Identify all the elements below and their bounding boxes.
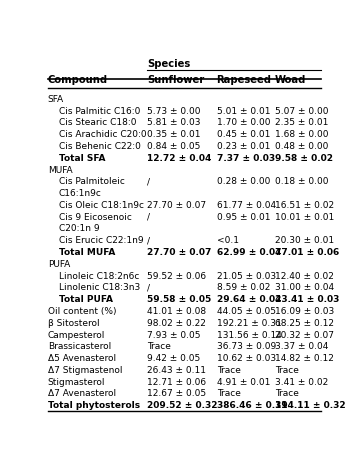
Text: Δ7 Avenasterol: Δ7 Avenasterol <box>48 389 116 398</box>
Text: Total phytosterols: Total phytosterols <box>48 401 140 410</box>
Text: 68.25 ± 0.12: 68.25 ± 0.12 <box>275 319 334 328</box>
Text: C16:1n9c: C16:1n9c <box>59 189 102 198</box>
Text: Linolenic C18:3n3: Linolenic C18:3n3 <box>59 283 140 292</box>
Text: 5.01 ± 0.01: 5.01 ± 0.01 <box>217 107 270 116</box>
Text: 26.43 ± 0.11: 26.43 ± 0.11 <box>147 366 206 375</box>
Text: 0.18 ± 0.00: 0.18 ± 0.00 <box>275 177 329 186</box>
Text: 29.64 ± 0.02: 29.64 ± 0.02 <box>217 295 281 304</box>
Text: 12.72 ± 0.04: 12.72 ± 0.04 <box>147 154 211 163</box>
Text: 41.01 ± 0.08: 41.01 ± 0.08 <box>147 307 206 316</box>
Text: 61.77 ± 0.04: 61.77 ± 0.04 <box>217 201 276 210</box>
Text: 12.67 ± 0.05: 12.67 ± 0.05 <box>147 389 206 398</box>
Text: 21.05 ± 0.03: 21.05 ± 0.03 <box>217 271 276 281</box>
Text: Trace: Trace <box>275 389 299 398</box>
Text: 5.73 ± 0.00: 5.73 ± 0.00 <box>147 107 200 116</box>
Text: 209.52 ± 0.32: 209.52 ± 0.32 <box>147 401 217 410</box>
Text: Linoleic C18:2n6c: Linoleic C18:2n6c <box>59 271 139 281</box>
Text: 59.58 ± 0.05: 59.58 ± 0.05 <box>147 295 211 304</box>
Text: 20.32 ± 0.07: 20.32 ± 0.07 <box>275 330 334 339</box>
Text: 1.68 ± 0.00: 1.68 ± 0.00 <box>275 130 329 139</box>
Text: 9.58 ± 0.02: 9.58 ± 0.02 <box>275 154 333 163</box>
Text: 0.48 ± 0.00: 0.48 ± 0.00 <box>275 142 329 151</box>
Text: Trace: Trace <box>217 389 240 398</box>
Text: Stigmasterol: Stigmasterol <box>48 378 105 387</box>
Text: 12.71 ± 0.06: 12.71 ± 0.06 <box>147 378 206 387</box>
Text: Species: Species <box>147 59 190 69</box>
Text: 0.84 ± 0.05: 0.84 ± 0.05 <box>147 142 200 151</box>
Text: 59.52 ± 0.06: 59.52 ± 0.06 <box>147 271 206 281</box>
Text: Oil content (%): Oil content (%) <box>48 307 116 316</box>
Text: 4.91 ± 0.01: 4.91 ± 0.01 <box>217 378 270 387</box>
Text: Total PUFA: Total PUFA <box>59 295 113 304</box>
Text: MUFA: MUFA <box>48 166 72 175</box>
Text: 386.46 ± 0.39: 386.46 ± 0.39 <box>217 401 287 410</box>
Text: 47.01 ± 0.06: 47.01 ± 0.06 <box>275 248 339 257</box>
Text: /: / <box>147 212 150 222</box>
Text: 14.82 ± 0.12: 14.82 ± 0.12 <box>275 354 334 363</box>
Text: Compound: Compound <box>48 75 108 85</box>
Text: Trace: Trace <box>217 366 240 375</box>
Text: 1.70 ± 0.00: 1.70 ± 0.00 <box>217 118 270 127</box>
Text: 114.11 ± 0.32: 114.11 ± 0.32 <box>275 401 346 410</box>
Text: 36.73 ± 0.09: 36.73 ± 0.09 <box>217 342 276 351</box>
Text: /: / <box>147 283 150 292</box>
Text: Δ7 Stigmastenol: Δ7 Stigmastenol <box>48 366 122 375</box>
Text: Cis Oleic C18:1n9c: Cis Oleic C18:1n9c <box>59 201 144 210</box>
Text: 98.02 ± 0.22: 98.02 ± 0.22 <box>147 319 206 328</box>
Text: Sunflower: Sunflower <box>147 75 204 85</box>
Text: 192.21 ± 0.31: 192.21 ± 0.31 <box>217 319 281 328</box>
Text: 12.40 ± 0.02: 12.40 ± 0.02 <box>275 271 334 281</box>
Text: 31.00 ± 0.04: 31.00 ± 0.04 <box>275 283 334 292</box>
Text: 0.23 ± 0.01: 0.23 ± 0.01 <box>217 142 270 151</box>
Text: 0.28 ± 0.00: 0.28 ± 0.00 <box>217 177 270 186</box>
Text: Cis Palmitic C16:0: Cis Palmitic C16:0 <box>59 107 140 116</box>
Text: β Sitosterol: β Sitosterol <box>48 319 99 328</box>
Text: 0.45 ± 0.01: 0.45 ± 0.01 <box>217 130 270 139</box>
Text: 16.51 ± 0.02: 16.51 ± 0.02 <box>275 201 334 210</box>
Text: /: / <box>147 177 150 186</box>
Text: Total SFA: Total SFA <box>59 154 105 163</box>
Text: Cis 9 Eicosenoic: Cis 9 Eicosenoic <box>59 212 132 222</box>
Text: Brassicasterol: Brassicasterol <box>48 342 111 351</box>
Text: 7.37 ± 0.03: 7.37 ± 0.03 <box>217 154 275 163</box>
Text: 10.62 ± 0.03: 10.62 ± 0.03 <box>217 354 276 363</box>
Text: 5.81 ± 0.03: 5.81 ± 0.03 <box>147 118 200 127</box>
Text: 2.35 ± 0.01: 2.35 ± 0.01 <box>275 118 329 127</box>
Text: Trace: Trace <box>147 342 171 351</box>
Text: 3.37 ± 0.04: 3.37 ± 0.04 <box>275 342 329 351</box>
Text: SFA: SFA <box>48 95 64 104</box>
Text: Woad: Woad <box>275 75 307 85</box>
Text: C20:1n 9: C20:1n 9 <box>59 225 100 234</box>
Text: Campesterol: Campesterol <box>48 330 105 339</box>
Text: Δ5 Avenasterol: Δ5 Avenasterol <box>48 354 116 363</box>
Text: 131.56 ± 0.14: 131.56 ± 0.14 <box>217 330 282 339</box>
Text: 0.35 ± 0.01: 0.35 ± 0.01 <box>147 130 200 139</box>
Text: Cis Behenic C22:0: Cis Behenic C22:0 <box>59 142 141 151</box>
Text: Total MUFA: Total MUFA <box>59 248 115 257</box>
Text: 7.93 ± 0.05: 7.93 ± 0.05 <box>147 330 200 339</box>
Text: 10.01 ± 0.01: 10.01 ± 0.01 <box>275 212 334 222</box>
Text: 62.99 ± 0.07: 62.99 ± 0.07 <box>217 248 281 257</box>
Text: PUFA: PUFA <box>48 260 70 269</box>
Text: 3.41 ± 0.02: 3.41 ± 0.02 <box>275 378 328 387</box>
Text: 16.09 ± 0.03: 16.09 ± 0.03 <box>275 307 334 316</box>
Text: Cis Arachidic C20:0: Cis Arachidic C20:0 <box>59 130 147 139</box>
Text: 0.95 ± 0.01: 0.95 ± 0.01 <box>217 212 270 222</box>
Text: /: / <box>147 236 150 245</box>
Text: Cis Stearic C18:0: Cis Stearic C18:0 <box>59 118 136 127</box>
Text: 20.30 ± 0.01: 20.30 ± 0.01 <box>275 236 334 245</box>
Text: Cis Erucic C22:1n9: Cis Erucic C22:1n9 <box>59 236 144 245</box>
Text: 43.41 ± 0.03: 43.41 ± 0.03 <box>275 295 339 304</box>
Text: Trace: Trace <box>275 366 299 375</box>
Text: 44.05 ± 0.05: 44.05 ± 0.05 <box>217 307 276 316</box>
Text: 8.59 ± 0.02: 8.59 ± 0.02 <box>217 283 270 292</box>
Text: Cis Palmitoleic: Cis Palmitoleic <box>59 177 125 186</box>
Text: 5.07 ± 0.00: 5.07 ± 0.00 <box>275 107 329 116</box>
Text: 27.70 ± 0.07: 27.70 ± 0.07 <box>147 201 206 210</box>
Text: 27.70 ± 0.07: 27.70 ± 0.07 <box>147 248 211 257</box>
Text: 9.42 ± 0.05: 9.42 ± 0.05 <box>147 354 200 363</box>
Text: <0.1: <0.1 <box>217 236 239 245</box>
Text: Rapeseed: Rapeseed <box>217 75 271 85</box>
